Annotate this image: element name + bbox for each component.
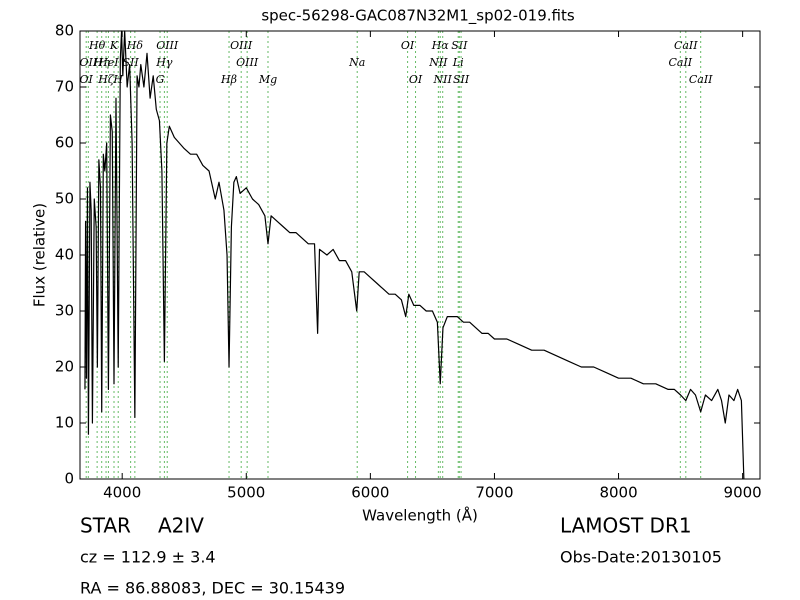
spectral-line-label: Li [452,56,464,69]
y-tick-label: 50 [55,190,74,208]
spectral-line-label: OI [401,39,415,52]
x-tick-label: 6000 [351,484,389,502]
y-tick-label: 40 [55,246,74,264]
x-tick-label: 5000 [227,484,265,502]
coordinates: RA = 86.88083, DEC = 30.15439 [80,579,345,598]
plot-frame [79,30,761,480]
y-axis-label: Flux (relative) [31,203,49,307]
spectral-line-label: SII [123,56,140,69]
spectral-line-label: Hβ [220,73,237,86]
spectral-line-label: CaII [689,73,713,86]
obs-date: Obs-Date:20130105 [560,548,722,567]
object-class: STAR [80,514,131,538]
spectral-line-label: Hη [93,56,111,69]
spectral-line-label: SII [451,39,468,52]
spectral-line-label: OIII [156,39,179,52]
spectral-line-label: Hδ [126,39,144,52]
spectral-line-label: OIII [236,56,259,69]
y-tick-label: 0 [64,470,74,488]
x-tick-label: 8000 [599,484,637,502]
spectral-line-label: Na [348,56,365,69]
y-tick-label: 60 [55,134,74,152]
x-tick-label: 7000 [475,484,513,502]
spectrum-line [84,30,745,480]
spectral-line-label: G [156,73,165,86]
spectral-line-label: OIII [230,39,253,52]
y-tick-label: 10 [55,414,74,432]
spectral-line-label: HeI [97,56,119,69]
spectral-line-label: Mg [258,73,277,86]
x-tick-label: 9000 [724,484,762,502]
spectral-line-label: Hθ [88,39,106,52]
spectral-line-label: Hγ [155,56,173,69]
spectral-line-label: CaII [674,39,698,52]
subclass: A2IV [158,514,204,538]
spectral-line-label: H [112,73,123,86]
spectral-line-label: NII [433,73,453,86]
y-tick-label: 30 [55,302,74,320]
spectral-line-label: CaII [668,56,692,69]
spectral-line-label: OII [79,56,97,69]
spectral-line-label: Hα [431,39,450,52]
chart-title: spec-56298-GAC087N32M1_sp02-019.fits [261,7,574,26]
x-tick-label: 4000 [103,484,141,502]
y-tick-label: 80 [55,22,74,40]
spectral-line-label: K [109,39,119,52]
spectral-line-label: Hζ [97,73,115,86]
survey: LAMOST DR1 [560,514,692,538]
redshift: cz = 112.9 ± 3.4 [80,548,216,567]
spectral-line-label: OI [409,73,423,86]
spectral-line-label: OI [80,73,94,86]
y-tick-label: 70 [55,78,74,96]
x-axis-label: Wavelength (Å) [362,506,478,525]
y-tick-label: 20 [55,358,74,376]
spectral-line-label: SII [453,73,470,86]
spectral-line-label: NII [428,56,448,69]
